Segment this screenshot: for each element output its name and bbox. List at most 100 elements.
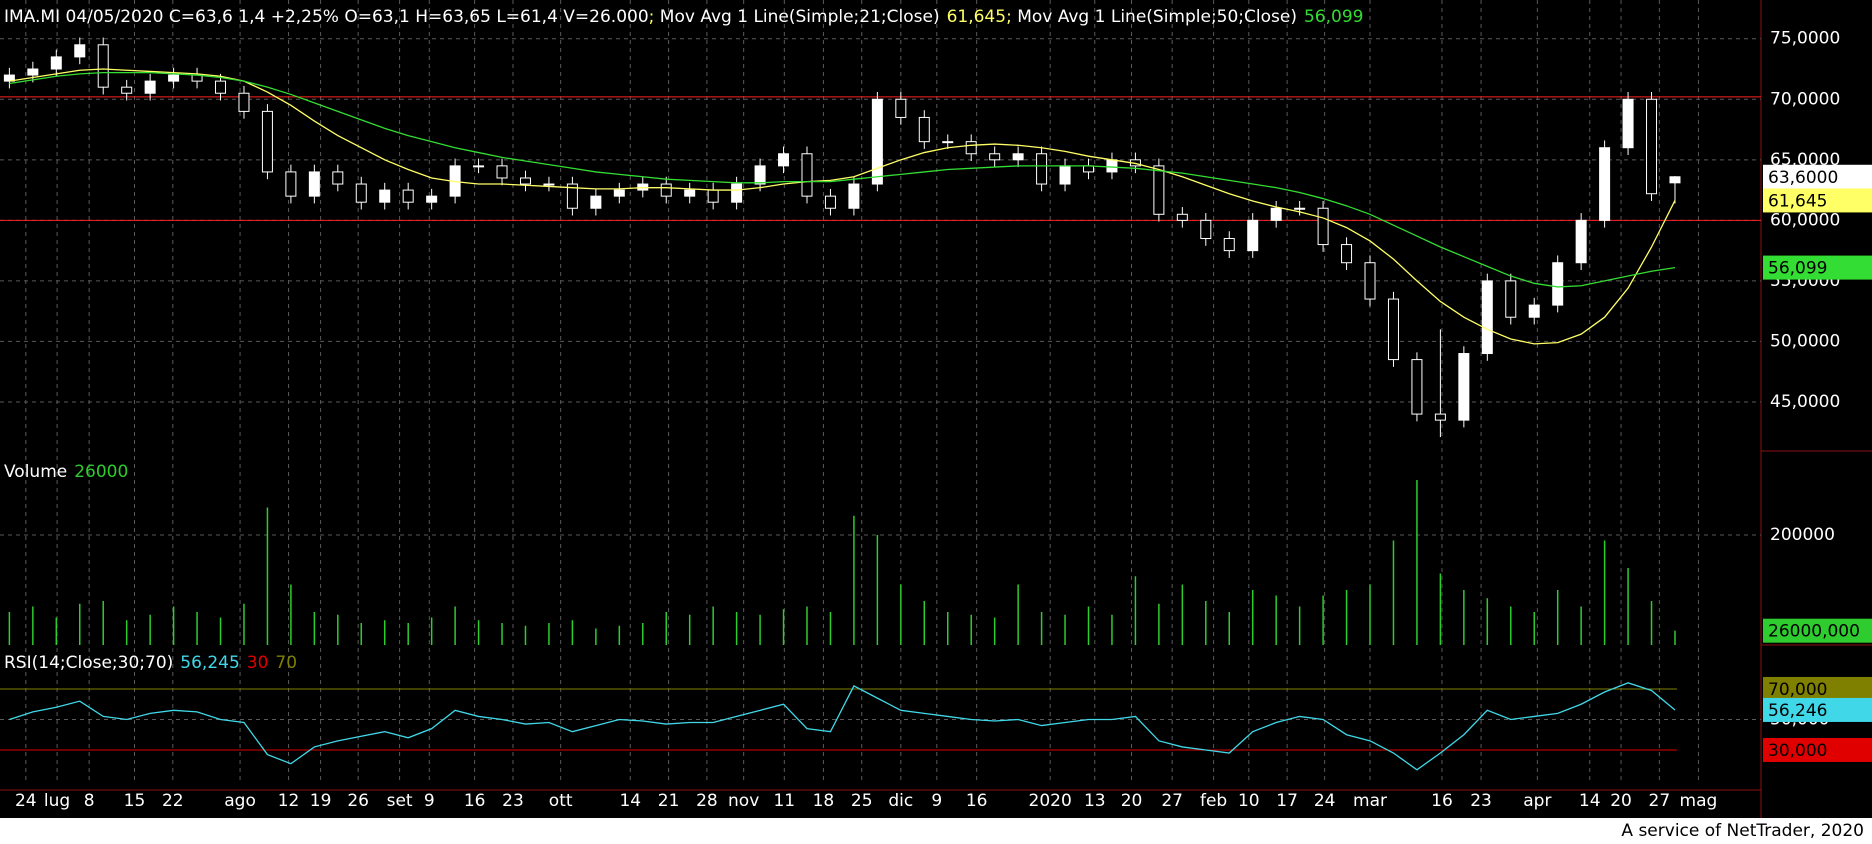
header-separator: ;: [649, 7, 660, 27]
x-tick-label: mar: [1353, 791, 1387, 811]
y-tick-label: 200000: [1770, 525, 1835, 545]
footer: A service of NetTrader, 2020: [1621, 821, 1864, 841]
candle-body: [1341, 244, 1353, 264]
candle-body: [1458, 353, 1470, 421]
candle-body: [261, 110, 273, 173]
header-separator: ;: [1006, 7, 1017, 27]
candle-body: [1599, 147, 1611, 221]
candle-body: [168, 74, 180, 82]
close-box-bg: [1763, 164, 1872, 189]
candle-body: [1223, 238, 1235, 252]
candle-body: [473, 165, 485, 168]
x-tick-label: 13: [1084, 791, 1106, 811]
x-tick-label: 16: [464, 791, 486, 811]
moving-average: [9, 68, 1676, 345]
candle-body: [285, 171, 297, 197]
candle-body: [707, 189, 719, 203]
candle-body: [1364, 262, 1376, 300]
x-tick-label: 22: [162, 791, 184, 811]
x-tick-label: 23: [1470, 791, 1492, 811]
level-box: 70,000: [1768, 680, 1827, 700]
x-tick-label: 14: [619, 791, 641, 811]
x-tick-label: 23: [502, 791, 524, 811]
x-tick-label: 15: [124, 791, 146, 811]
x-tick-label: 12: [278, 791, 300, 811]
candle-body: [308, 171, 320, 197]
candle-body: [1153, 165, 1165, 215]
level-box-bg: [1763, 676, 1872, 701]
candle-body: [918, 116, 930, 143]
candle-body: [848, 183, 860, 209]
candle-body: [1036, 153, 1048, 185]
legend-value: 56,099: [1304, 7, 1363, 27]
header-title: IMA.MI 04/05/2020 C=63,6 1,4 +2,25% O=63…: [4, 7, 649, 27]
candle-body: [519, 177, 531, 185]
candle-body: [895, 98, 907, 118]
x-tick-label: nov: [728, 791, 759, 811]
candle-body: [965, 141, 977, 155]
level-label: 30: [247, 653, 269, 673]
legend-entry: Mov Avg 1 Line(Simple;50;Close): [1017, 7, 1297, 27]
candle-body: [590, 195, 602, 209]
candle-body: [684, 189, 696, 197]
candle-body: [1481, 280, 1493, 355]
y-tick-label: 50,0000: [1770, 331, 1840, 351]
candle-body: [543, 183, 555, 186]
y-tick-label: 45,0000: [1770, 392, 1840, 412]
x-tick-label: 11: [773, 791, 795, 811]
x-tick-label: 18: [813, 791, 835, 811]
candle-body: [1200, 219, 1212, 240]
x-tick-label: 24: [1314, 791, 1336, 811]
candle-body: [1106, 159, 1118, 173]
candle-body: [754, 165, 766, 185]
panel-value: 56,245: [180, 653, 239, 673]
candle-body: [50, 56, 62, 70]
x-tick-label: 24: [15, 791, 37, 811]
candle-body: [1434, 413, 1446, 421]
close-box: 63,6000: [1768, 168, 1838, 188]
candle-body: [1552, 262, 1564, 306]
candle-body: [1247, 219, 1259, 252]
panel-title: RSI(14;Close;30;70): [4, 653, 173, 673]
candle-body: [942, 141, 954, 144]
x-tick-label: 20: [1610, 791, 1632, 811]
panel-value: 26000: [74, 462, 128, 482]
level-label: 70: [275, 653, 297, 673]
candle-body: [496, 165, 508, 179]
level-box: 30,000: [1768, 741, 1827, 761]
x-tick-label: 25: [851, 791, 873, 811]
candle-body: [1176, 213, 1188, 221]
candle-body: [1059, 165, 1071, 185]
panel-title: Volume: [4, 462, 67, 482]
ma-box-bg: [1763, 188, 1872, 213]
x-tick-label: 27: [1649, 791, 1671, 811]
candle-body: [1575, 219, 1587, 264]
candle-body: [989, 153, 1001, 161]
x-tick-label: ago: [224, 791, 256, 811]
x-tick-label: 19: [310, 791, 332, 811]
x-tick-label: feb: [1200, 791, 1227, 811]
level-box-bg: [1763, 737, 1872, 762]
x-tick-label: 2020: [1029, 791, 1072, 811]
candle-body: [613, 189, 625, 197]
candle-body: [871, 98, 883, 185]
candle-body: [238, 92, 250, 112]
x-tick-label: 20: [1121, 791, 1143, 811]
ma-box: 61,645: [1768, 191, 1827, 211]
x-tick-label: 21: [658, 791, 680, 811]
candle-body: [731, 183, 743, 203]
candle-body: [1270, 207, 1282, 221]
x-tick-label: apr: [1523, 791, 1551, 811]
price-header: IMA.MI 04/05/2020 C=63,6 1,4 +2,25% O=63…: [4, 7, 1363, 27]
candle-body: [332, 171, 344, 185]
y-tick-label: 60,0000: [1770, 210, 1840, 230]
ma-box: 56,099: [1768, 259, 1827, 279]
candle-body: [1317, 207, 1329, 246]
candle-body: [824, 195, 836, 209]
x-tick-label: 27: [1161, 791, 1183, 811]
candle-body: [27, 68, 39, 76]
moving-average: [9, 71, 1676, 288]
candle-body: [144, 80, 156, 94]
